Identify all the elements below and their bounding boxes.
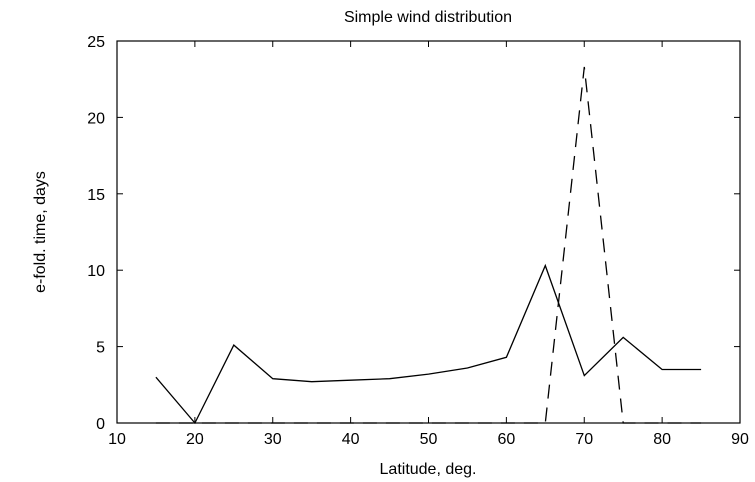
- y-axis-ticks: 0 5 10 15 20 25: [87, 34, 740, 433]
- y-tick-label: 5: [96, 340, 105, 357]
- x-tick-label: 90: [731, 431, 749, 448]
- y-tick-label: 10: [87, 263, 105, 280]
- y-tick-label: 15: [87, 187, 105, 204]
- series-layer: [156, 67, 701, 423]
- dashed-series-line: [156, 67, 701, 423]
- x-tick-label: 10: [108, 431, 126, 448]
- y-tick-label: 25: [87, 34, 105, 51]
- solid-series-line: [156, 266, 701, 423]
- x-tick-label: 50: [420, 431, 438, 448]
- x-tick-label: 40: [342, 431, 360, 448]
- x-axis-ticks: 10 20 30 40 50 60 70 80 90: [108, 41, 749, 448]
- x-tick-label: 20: [186, 431, 204, 448]
- x-tick-label: 30: [264, 431, 282, 448]
- x-tick-label: 60: [497, 431, 515, 448]
- x-tick-label: 80: [653, 431, 671, 448]
- x-tick-label: 70: [575, 431, 593, 448]
- plot-frame: [117, 41, 740, 423]
- y-axis-title: e-fold. time, days: [32, 171, 49, 293]
- y-tick-label: 0: [96, 416, 105, 433]
- chart-title: Simple wind distribution: [344, 9, 512, 26]
- y-tick-label: 20: [87, 110, 105, 127]
- x-axis-title: Latitude, deg.: [380, 461, 477, 478]
